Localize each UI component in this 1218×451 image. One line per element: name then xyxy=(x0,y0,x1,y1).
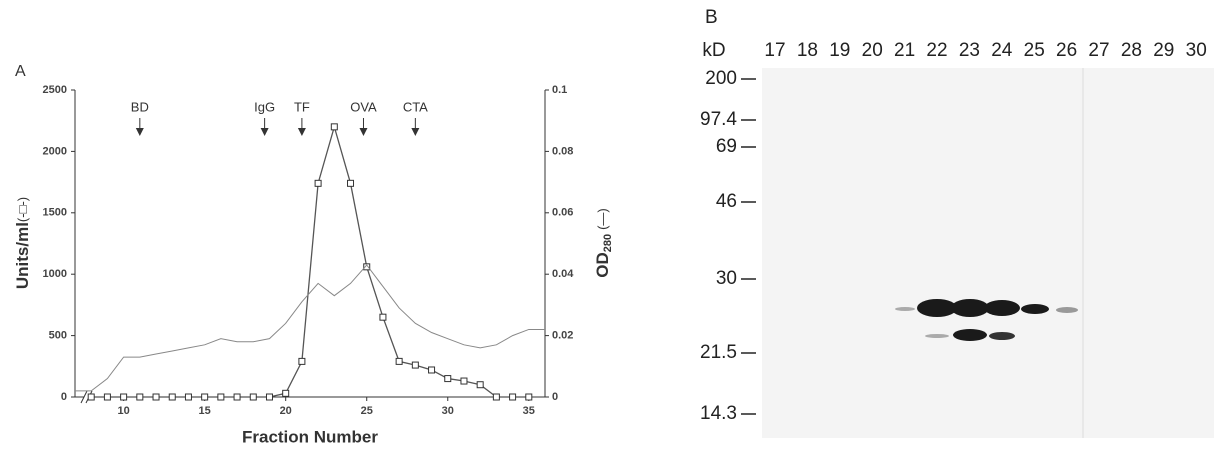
data-point xyxy=(88,394,94,400)
data-point xyxy=(348,180,354,186)
y-tick-label: 2000 xyxy=(43,145,67,157)
band xyxy=(1056,307,1078,313)
annotation-arrowhead xyxy=(359,128,367,136)
lane-label: 18 xyxy=(797,40,818,61)
data-point xyxy=(218,394,224,400)
data-point xyxy=(202,394,208,400)
annotation-label: OVA xyxy=(350,99,377,114)
y-axis-label: Units/ml(-□-) xyxy=(13,197,32,289)
lane-label: 17 xyxy=(764,40,785,61)
y2-tick-label: 0.02 xyxy=(552,330,573,342)
data-point xyxy=(169,394,175,400)
data-point xyxy=(250,394,256,400)
data-point xyxy=(299,358,305,364)
band xyxy=(989,332,1015,340)
marker-label: 30 xyxy=(716,268,737,289)
x-axis-label: Fraction Number xyxy=(242,427,378,446)
y-tick-label: 1000 xyxy=(43,268,67,280)
band xyxy=(895,307,915,311)
lane-label: 25 xyxy=(1024,40,1045,61)
lane-label: 30 xyxy=(1186,40,1207,61)
band xyxy=(925,334,949,338)
lane-label: 27 xyxy=(1088,40,1109,61)
annotation-label: CTA xyxy=(403,99,428,114)
data-point xyxy=(137,394,143,400)
lane-label: 19 xyxy=(829,40,850,61)
panel-label: A xyxy=(15,63,26,80)
data-point xyxy=(153,394,159,400)
band xyxy=(984,300,1020,316)
lane-label: 23 xyxy=(959,40,980,61)
x-tick-label: 25 xyxy=(361,405,373,417)
band xyxy=(1021,304,1049,314)
marker-label: 69 xyxy=(716,136,737,157)
y2-tick-label: 0.1 xyxy=(552,84,567,96)
x-tick-label: 20 xyxy=(280,405,292,417)
annotation-arrowhead xyxy=(261,128,269,136)
y2-tick-label: 0.04 xyxy=(552,268,574,280)
data-point xyxy=(445,376,451,382)
gel-background xyxy=(762,68,1214,438)
data-point xyxy=(477,382,483,388)
data-point xyxy=(396,358,402,364)
data-point xyxy=(234,394,240,400)
y2-axis-label-suffix: (—) xyxy=(595,208,610,230)
x-tick-label: 35 xyxy=(523,405,535,417)
y2-tick-label: 0.08 xyxy=(552,145,573,157)
series-line xyxy=(75,265,545,391)
lane-label: 29 xyxy=(1153,40,1174,61)
marker-label: 200 xyxy=(705,68,737,89)
marker-label: 14.3 xyxy=(700,403,737,424)
data-point xyxy=(315,180,321,186)
annotation-arrowhead xyxy=(298,128,306,136)
annotation-arrowhead xyxy=(411,128,419,136)
y-axis-label-main: Units/ml xyxy=(13,222,32,289)
band xyxy=(953,329,987,341)
gel-unit: kD xyxy=(702,40,725,61)
data-point xyxy=(429,367,435,373)
lane-label: 20 xyxy=(862,40,883,61)
y-tick-label: 2500 xyxy=(43,84,67,96)
x-tick-label: 15 xyxy=(199,405,211,417)
x-tick-label: 10 xyxy=(117,405,129,417)
marker-label: 46 xyxy=(716,191,737,212)
band xyxy=(951,299,989,317)
lane-label: 22 xyxy=(926,40,947,61)
marker-label: 97.4 xyxy=(700,109,737,130)
lane-label: 21 xyxy=(894,40,915,61)
annotation-label: BD xyxy=(131,99,149,114)
y-axis-label-suffix: (-□-) xyxy=(15,197,30,222)
data-point xyxy=(185,394,191,400)
data-point xyxy=(104,394,110,400)
x-tick-label: 30 xyxy=(442,405,454,417)
y-tick-label: 500 xyxy=(49,330,67,342)
series-line xyxy=(91,127,529,397)
data-point xyxy=(121,394,127,400)
y2-tick-label: 0 xyxy=(552,391,558,403)
lane-label: 28 xyxy=(1121,40,1142,61)
data-point xyxy=(461,378,467,384)
y-tick-label: 0 xyxy=(61,391,67,403)
data-point xyxy=(380,314,386,320)
y2-tick-label: 0.06 xyxy=(552,207,573,219)
lane-label: 24 xyxy=(991,40,1013,61)
annotation-label: TF xyxy=(294,99,310,114)
data-point xyxy=(283,390,289,396)
data-point xyxy=(526,394,532,400)
data-point xyxy=(331,124,337,130)
data-point xyxy=(493,394,499,400)
y2-axis-label-main: OD xyxy=(593,252,612,278)
data-point xyxy=(510,394,516,400)
marker-label: 21.5 xyxy=(700,342,737,363)
annotation-arrowhead xyxy=(136,128,144,136)
lane-label: 26 xyxy=(1056,40,1077,61)
data-point xyxy=(412,362,418,368)
y2-axis-label-sub: 280 xyxy=(602,234,614,252)
figure: A Fraction Number Units/ml(-□-) OD280(—)… xyxy=(0,0,1218,451)
annotation-label: IgG xyxy=(254,99,275,114)
data-point xyxy=(266,394,272,400)
gel-panel-label: B xyxy=(705,7,718,28)
y2-axis-label: OD280 (—) xyxy=(593,208,613,278)
y-tick-label: 1500 xyxy=(43,207,67,219)
